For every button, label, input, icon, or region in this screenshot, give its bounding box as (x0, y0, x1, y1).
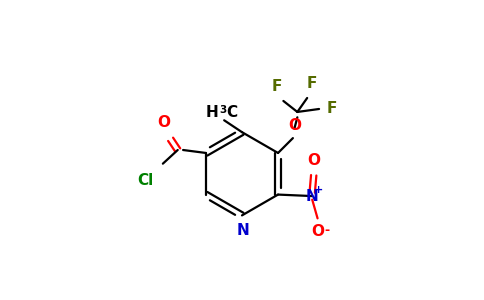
Text: F: F (327, 101, 337, 116)
Text: F: F (272, 79, 282, 94)
Text: +: + (314, 184, 323, 194)
Text: O: O (288, 118, 302, 133)
Text: N: N (236, 223, 249, 238)
Text: O: O (312, 224, 325, 239)
Text: O: O (307, 153, 320, 168)
Text: Cl: Cl (137, 172, 153, 188)
Text: N: N (306, 189, 318, 204)
Text: C: C (226, 105, 237, 120)
Text: 3: 3 (219, 105, 227, 115)
Text: H: H (206, 105, 218, 120)
Text: O: O (157, 115, 170, 130)
Text: -: - (324, 224, 329, 237)
Text: F: F (307, 76, 318, 91)
